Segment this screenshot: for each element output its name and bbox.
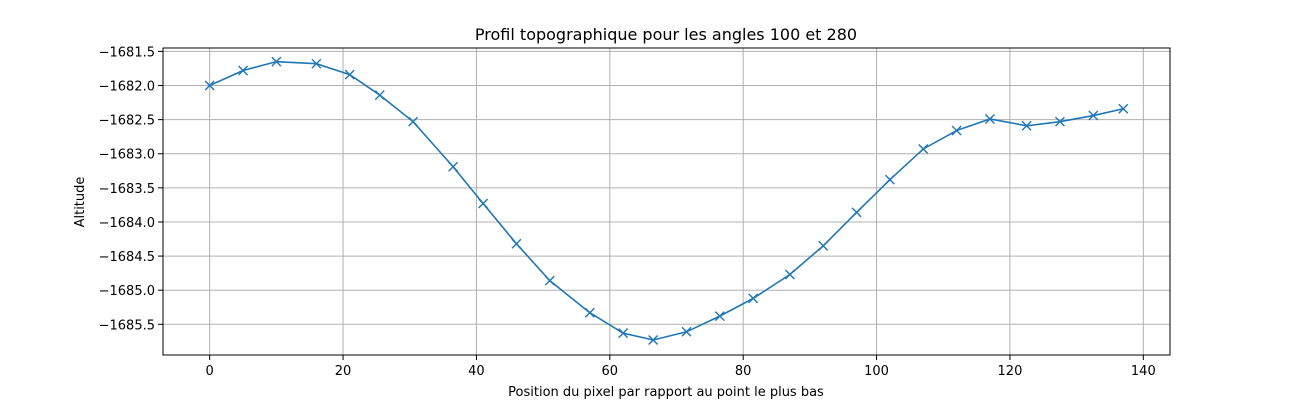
x-tick-label: 140 — [1131, 364, 1156, 379]
data-point — [584, 307, 595, 318]
y-tick-label: −1684.5 — [99, 250, 155, 265]
data-point — [648, 334, 659, 345]
data-point — [1088, 110, 1099, 121]
y-tick-label: −1683.0 — [99, 148, 155, 163]
data-point — [1118, 103, 1129, 114]
data-point — [884, 174, 895, 185]
chart-title: Profil topographique pour les angles 100… — [475, 25, 857, 44]
x-tick-label: 40 — [468, 364, 485, 379]
data-point — [818, 240, 829, 251]
series-line — [209, 60, 1124, 341]
y-tick-label: −1683.5 — [99, 182, 155, 197]
plot-frame — [162, 47, 1171, 356]
y-tick-label: −1681.5 — [99, 45, 155, 60]
x-tick-label: 0 — [206, 364, 214, 379]
data-point — [748, 293, 759, 304]
data-point — [851, 207, 862, 218]
y-tick-label: −1682.5 — [99, 114, 155, 129]
y-tick-label: −1684.0 — [99, 216, 155, 231]
x-tick-label: 20 — [335, 364, 352, 379]
data-point — [984, 113, 995, 124]
data-point — [681, 326, 692, 337]
data-point — [238, 65, 249, 76]
data-point — [544, 275, 555, 286]
series-layer — [204, 56, 1129, 345]
data-point — [204, 80, 215, 91]
data-point — [951, 125, 962, 136]
data-point — [714, 311, 725, 322]
data-point — [511, 238, 522, 249]
data-point — [1021, 120, 1032, 131]
data-point — [784, 269, 795, 280]
data-point — [618, 328, 629, 339]
data-point — [1054, 116, 1065, 127]
y-tick-label: −1685.5 — [99, 318, 155, 333]
data-point — [478, 198, 489, 209]
grid-lines — [163, 48, 1170, 355]
x-tick-label: 80 — [735, 364, 752, 379]
data-point — [311, 58, 322, 69]
y-axis-label: Altitude — [73, 177, 88, 228]
y-tick-label: −1685.0 — [99, 284, 155, 299]
data-point — [344, 69, 355, 80]
x-axis-label: Position du pixel par rapport au point l… — [508, 385, 824, 400]
x-tick-label: 100 — [864, 364, 889, 379]
x-tick-label: 120 — [998, 364, 1023, 379]
data-point — [918, 143, 929, 154]
data-point — [271, 56, 282, 67]
data-point — [408, 116, 419, 127]
y-tick-label: −1682.0 — [99, 80, 155, 95]
data-point — [448, 161, 459, 172]
data-point — [374, 90, 385, 101]
x-tick-label: 60 — [602, 364, 619, 379]
axis-ticks: 0 20 40 60 80 100 120 140 −1681.5 −1682.0 −1682.5 −… — [99, 45, 1156, 379]
